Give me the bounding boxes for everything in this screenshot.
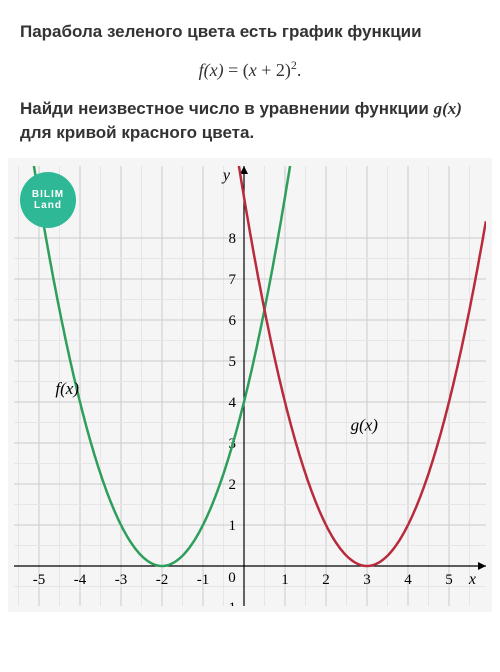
problem-line-1: Парабола зеленого цвета есть график функ… bbox=[20, 20, 480, 44]
svg-text:-1: -1 bbox=[224, 600, 237, 606]
svg-text:f(x): f(x) bbox=[55, 379, 79, 398]
problem-line-2b: для кривой красного цвета. bbox=[20, 123, 254, 142]
svg-text:-1: -1 bbox=[197, 572, 210, 588]
svg-text:5: 5 bbox=[445, 572, 453, 588]
svg-text:2: 2 bbox=[229, 477, 237, 493]
badge-line-1: BILIM bbox=[32, 189, 64, 200]
chart-container: BILIM Land -5-4-3-2-1012345-112345678xyf… bbox=[8, 158, 492, 612]
svg-text:4: 4 bbox=[404, 572, 412, 588]
problem-line-2a: Найди неизвестное число в уравнении функ… bbox=[20, 99, 434, 118]
svg-text:8: 8 bbox=[229, 231, 237, 247]
svg-text:-3: -3 bbox=[115, 572, 128, 588]
problem-line-2: Найди неизвестное число в уравнении функ… bbox=[20, 97, 480, 145]
formula-tail: . bbox=[297, 60, 302, 80]
svg-text:-5: -5 bbox=[33, 572, 46, 588]
formula-lhs: f(x) bbox=[199, 60, 224, 80]
formula-rhs-b: + 2) bbox=[257, 60, 291, 80]
svg-text:6: 6 bbox=[229, 313, 237, 329]
formula-fx: f(x) = (x + 2)2. bbox=[20, 58, 480, 81]
coordinate-chart: -5-4-3-2-1012345-112345678xyf(x)g(x) bbox=[14, 166, 486, 606]
svg-text:-2: -2 bbox=[156, 572, 169, 588]
formula-eq: = bbox=[224, 60, 243, 80]
svg-text:-4: -4 bbox=[74, 572, 87, 588]
bilim-land-badge: BILIM Land bbox=[20, 172, 76, 228]
svg-text:y: y bbox=[221, 167, 231, 184]
svg-text:x: x bbox=[468, 571, 476, 588]
badge-line-2: Land bbox=[34, 200, 62, 211]
svg-text:1: 1 bbox=[281, 572, 289, 588]
svg-text:7: 7 bbox=[229, 272, 237, 288]
svg-text:5: 5 bbox=[229, 354, 237, 370]
svg-text:0: 0 bbox=[228, 570, 236, 586]
svg-text:g(x): g(x) bbox=[351, 416, 379, 435]
svg-text:1: 1 bbox=[229, 518, 237, 534]
formula-x: x bbox=[249, 60, 257, 80]
svg-text:3: 3 bbox=[363, 572, 371, 588]
g-of-x: g(x) bbox=[434, 99, 462, 118]
svg-text:4: 4 bbox=[229, 395, 237, 411]
svg-text:2: 2 bbox=[322, 572, 330, 588]
